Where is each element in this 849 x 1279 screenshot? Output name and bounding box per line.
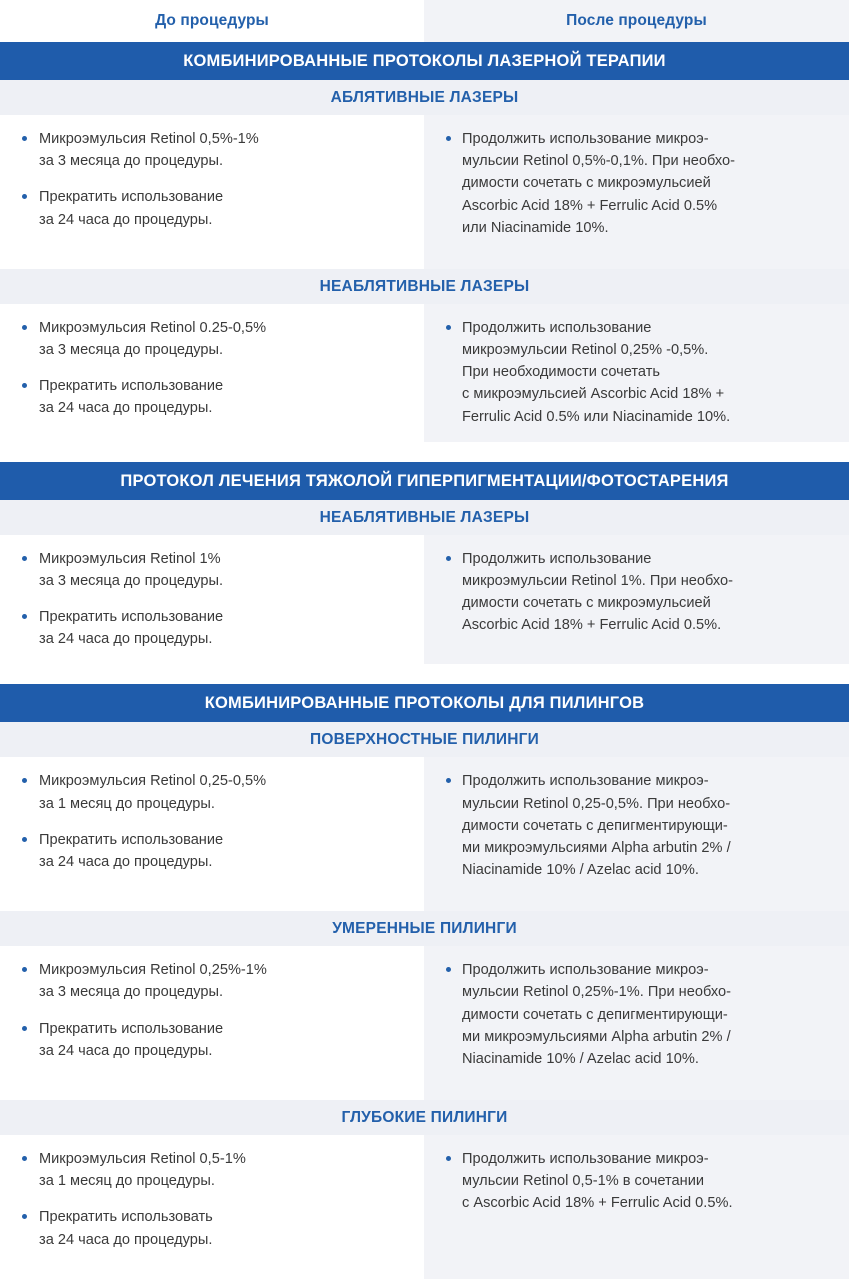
bullet-item: Продолжить использование микроэмульсии R… [442,548,831,637]
before-bullet-list: Микроэмульсия Retinol 0,25%-1% за 3 меся… [18,959,406,1062]
before-procedure-cell: Микроэмульсия Retinol 0,25%-1% за 3 меся… [0,946,424,1085]
section-gap [0,664,849,685]
bullet-item: Прекратить использование за 24 часа до п… [18,1018,406,1062]
bullet-item: Продолжить использование микроэ- мульсии… [442,770,831,881]
group-gap-left [0,1084,424,1101]
sections-container: КОМБИНИРОВАННЫЕ ПРОТОКОЛЫ ЛАЗЕРНОЙ ТЕРАП… [0,42,849,1279]
before-bullet-list: Микроэмульсия Retinol 0.25-0,5% за 3 мес… [18,317,406,420]
group-row: Микроэмульсия Retinol 0.25-0,5% за 3 мес… [0,303,849,442]
group-gap [0,895,849,912]
group-gap-left [0,252,424,269]
section-gap [0,441,849,462]
after-bullet-list: Продолжить использование микроэ- мульсии… [442,128,831,239]
bullet-item: Микроэмульсия Retinol 0,5%-1% за 3 месяц… [18,128,406,172]
bullet-item: Продолжить использование микроэ- мульсии… [442,128,831,239]
bullet-item: Микроэмульсия Retinol 0,5-1% за 1 месяц … [18,1148,406,1192]
bullet-item: Прекратить использование за 24 часа до п… [18,375,406,419]
before-procedure-cell: Микроэмульсия Retinol 1% за 3 месяца до … [0,534,424,665]
after-bullet-list: Продолжить использование микроэмульсии R… [442,548,831,637]
group-subheader: УМЕРЕННЫЕ ПИЛИНГИ [0,911,849,947]
bullet-item: Микроэмульсия Retinol 1% за 3 месяца до … [18,548,406,592]
bottom-filler-right [424,1264,849,1279]
group-subheader: ГЛУБОКИЕ ПИЛИНГИ [0,1100,849,1136]
before-bullet-list: Микроэмульсия Retinol 0,5-1% за 1 месяц … [18,1148,406,1251]
bullet-item: Прекратить использовать за 24 часа до пр… [18,1206,406,1250]
bullet-item: Микроэмульсия Retinol 0,25-0,5% за 1 мес… [18,770,406,814]
bullet-item: Прекратить использование за 24 часа до п… [18,606,406,650]
after-procedure-cell: Продолжить использование микроэ- мульсии… [424,757,849,896]
column-header-after: После процедуры [424,0,849,42]
section-banner: ПРОТОКОЛ ЛЕЧЕНИЯ ТЯЖОЛОЙ ГИПЕРПИГМЕНТАЦИ… [0,461,849,500]
before-procedure-cell: Микроэмульсия Retinol 0,5%-1% за 3 месяц… [0,115,424,253]
after-bullet-list: Продолжить использование микроэ- мульсии… [442,1148,831,1215]
column-header-before: До процедуры [0,0,424,42]
group-gap [0,252,849,269]
bottom-filler [0,1264,849,1279]
bullet-item: Прекратить использование за 24 часа до п… [18,829,406,873]
column-headers: До процедуры После процедуры [0,0,849,42]
group-row: Микроэмульсия Retinol 1% за 3 месяца до … [0,534,849,665]
before-bullet-list: Микроэмульсия Retinol 1% за 3 месяца до … [18,548,406,651]
group-row: Микроэмульсия Retinol 0,25%-1% за 3 меся… [0,946,849,1085]
group-subheader: НЕАБЛЯТИВНЫЕ ЛАЗЕРЫ [0,268,849,304]
after-bullet-list: Продолжить использование микроэ- мульсии… [442,959,831,1070]
bullet-item: Продолжить использование микроэ- мульсии… [442,1148,831,1215]
before-procedure-cell: Микроэмульсия Retinol 0,25-0,5% за 1 мес… [0,757,424,896]
after-procedure-cell: Продолжить использование микроэмульсии R… [424,534,849,665]
group-gap [0,1084,849,1101]
group-row: Микроэмульсия Retinol 0,5%-1% за 3 месяц… [0,115,849,253]
group-gap-right [424,1084,849,1101]
group-gap-left [0,895,424,912]
group-row: Микроэмульсия Retinol 0,25-0,5% за 1 мес… [0,757,849,896]
after-procedure-cell: Продолжить использование микроэ- мульсии… [424,946,849,1085]
after-bullet-list: Продолжить использование микроэмульсии R… [442,317,831,428]
group-subheader: НЕАБЛЯТИВНЫЕ ЛАЗЕРЫ [0,499,849,535]
after-procedure-cell: Продолжить использование микроэ- мульсии… [424,115,849,253]
before-procedure-cell: Микроэмульсия Retinol 0.25-0,5% за 3 мес… [0,303,424,442]
bullet-item: Продолжить использование микроэ- мульсии… [442,959,831,1070]
after-procedure-cell: Продолжить использование микроэмульсии R… [424,303,849,442]
section-banner: КОМБИНИРОВАННЫЕ ПРОТОКОЛЫ ДЛЯ ПИЛИНГОВ [0,684,849,723]
group-gap-right [424,895,849,912]
group-subheader: ПОВЕРХНОСТНЫЕ ПИЛИНГИ [0,722,849,758]
group-subheader: АБЛЯТИВНЫЕ ЛАЗЕРЫ [0,80,849,115]
bottom-filler-left [0,1264,424,1279]
bullet-item: Микроэмульсия Retinol 0,25%-1% за 3 меся… [18,959,406,1003]
after-bullet-list: Продолжить использование микроэ- мульсии… [442,770,831,881]
bullet-item: Прекратить использование за 24 часа до п… [18,186,406,230]
section-banner: КОМБИНИРОВАННЫЕ ПРОТОКОЛЫ ЛАЗЕРНОЙ ТЕРАП… [0,42,849,80]
bullet-item: Продолжить использование микроэмульсии R… [442,317,831,428]
before-bullet-list: Микроэмульсия Retinol 0,5%-1% за 3 месяц… [18,128,406,231]
bullet-item: Микроэмульсия Retinol 0.25-0,5% за 3 мес… [18,317,406,361]
group-gap-right [424,252,849,269]
before-bullet-list: Микроэмульсия Retinol 0,25-0,5% за 1 мес… [18,770,406,873]
